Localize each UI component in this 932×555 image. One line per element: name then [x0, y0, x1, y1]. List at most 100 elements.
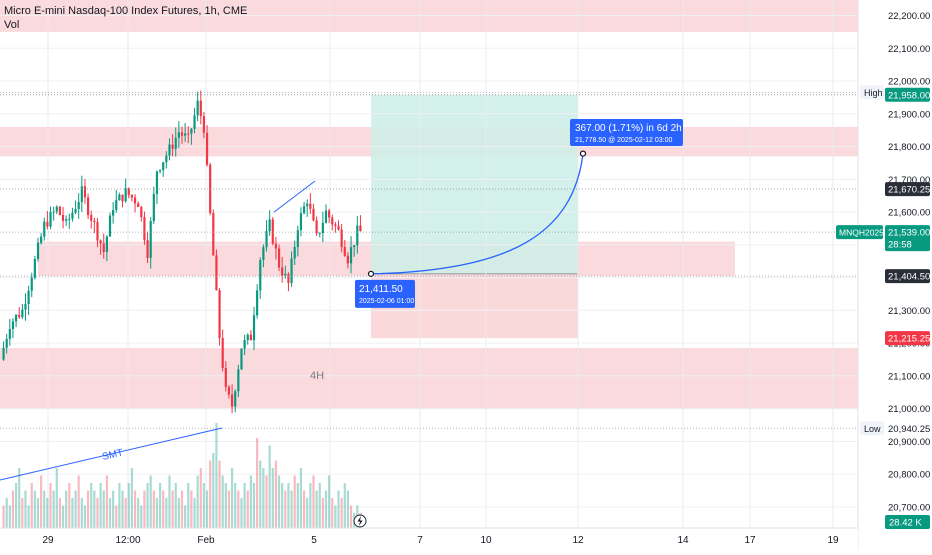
candle[interactable]: [331, 217, 334, 225]
candle[interactable]: [356, 225, 359, 246]
profit-zone[interactable]: [371, 94, 578, 274]
candle[interactable]: [158, 170, 162, 172]
candle[interactable]: [312, 208, 315, 221]
trendline[interactable]: [273, 180, 316, 213]
candle[interactable]: [133, 197, 137, 204]
candle[interactable]: [302, 206, 306, 214]
candle[interactable]: [346, 255, 350, 264]
candle[interactable]: [118, 194, 121, 201]
candle[interactable]: [212, 213, 215, 256]
candle[interactable]: [21, 309, 24, 318]
candle[interactable]: [99, 240, 102, 244]
candle[interactable]: [215, 255, 218, 291]
candle[interactable]: [33, 258, 36, 278]
candle[interactable]: [343, 247, 346, 256]
smt-trendline[interactable]: [0, 427, 223, 481]
candle[interactable]: [353, 245, 356, 248]
projection-curve[interactable]: [370, 153, 584, 275]
candle[interactable]: [96, 222, 99, 241]
candle[interactable]: [199, 100, 202, 117]
candle[interactable]: [61, 214, 65, 221]
candle[interactable]: [318, 232, 321, 234]
candle[interactable]: [11, 321, 15, 330]
candle[interactable]: [43, 221, 46, 237]
candle[interactable]: [143, 217, 146, 241]
candle[interactable]: [337, 225, 340, 230]
candle[interactable]: [190, 128, 193, 134]
candle[interactable]: [180, 132, 184, 136]
candle[interactable]: [202, 116, 206, 133]
candle[interactable]: [2, 347, 5, 360]
candle[interactable]: [121, 194, 124, 202]
candle[interactable]: [218, 290, 221, 339]
candle[interactable]: [30, 277, 33, 291]
candle[interactable]: [299, 213, 303, 231]
candle[interactable]: [149, 220, 152, 258]
candle[interactable]: [240, 348, 243, 370]
candle[interactable]: [168, 144, 171, 156]
candle[interactable]: [93, 220, 96, 223]
candle[interactable]: [177, 132, 180, 138]
candle[interactable]: [243, 340, 246, 349]
candle[interactable]: [152, 193, 155, 221]
candle[interactable]: [277, 248, 281, 268]
candle[interactable]: [146, 240, 149, 258]
candle[interactable]: [112, 210, 115, 216]
candle[interactable]: [252, 315, 256, 341]
candle[interactable]: [256, 290, 259, 316]
candle[interactable]: [234, 391, 237, 407]
candle[interactable]: [127, 188, 130, 195]
candle[interactable]: [74, 208, 77, 213]
candle[interactable]: [259, 260, 262, 291]
candle[interactable]: [14, 314, 18, 322]
candle[interactable]: [65, 219, 68, 221]
candle[interactable]: [187, 133, 190, 135]
candle[interactable]: [196, 100, 199, 116]
candle[interactable]: [137, 203, 140, 208]
candle[interactable]: [268, 219, 271, 232]
candle[interactable]: [46, 221, 49, 227]
candle[interactable]: [262, 247, 265, 261]
candle[interactable]: [115, 200, 118, 211]
candle[interactable]: [130, 194, 134, 198]
time-axis[interactable]: [0, 528, 858, 550]
candle[interactable]: [265, 231, 268, 248]
candle[interactable]: [193, 115, 196, 129]
candle[interactable]: [171, 144, 174, 149]
candle[interactable]: [227, 386, 231, 395]
candle[interactable]: [80, 186, 83, 203]
candle[interactable]: [230, 394, 234, 407]
candle[interactable]: [105, 236, 108, 252]
candle[interactable]: [290, 258, 293, 284]
candle[interactable]: [321, 222, 324, 233]
candle[interactable]: [90, 215, 93, 221]
candle[interactable]: [162, 162, 165, 171]
candle[interactable]: [36, 242, 40, 259]
candle[interactable]: [274, 243, 278, 249]
candle[interactable]: [24, 304, 27, 310]
candle[interactable]: [237, 369, 240, 392]
candle[interactable]: [306, 203, 309, 207]
target-marker[interactable]: [579, 150, 587, 157]
candle[interactable]: [18, 314, 21, 318]
candle[interactable]: [140, 207, 143, 218]
candle[interactable]: [124, 188, 127, 202]
candle[interactable]: [284, 273, 287, 276]
candle[interactable]: [58, 206, 62, 215]
candle[interactable]: [340, 229, 343, 248]
candle[interactable]: [52, 211, 55, 213]
candle[interactable]: [71, 212, 74, 219]
candle[interactable]: [296, 230, 299, 248]
candle[interactable]: [281, 267, 284, 276]
candle[interactable]: [77, 202, 80, 209]
candle[interactable]: [108, 215, 112, 237]
candle[interactable]: [309, 203, 312, 209]
candle[interactable]: [287, 273, 290, 284]
candle[interactable]: [165, 155, 168, 163]
candle[interactable]: [334, 224, 337, 226]
candle[interactable]: [102, 243, 105, 252]
candle[interactable]: [49, 211, 52, 227]
candle[interactable]: [55, 206, 58, 212]
candle[interactable]: [5, 338, 8, 348]
